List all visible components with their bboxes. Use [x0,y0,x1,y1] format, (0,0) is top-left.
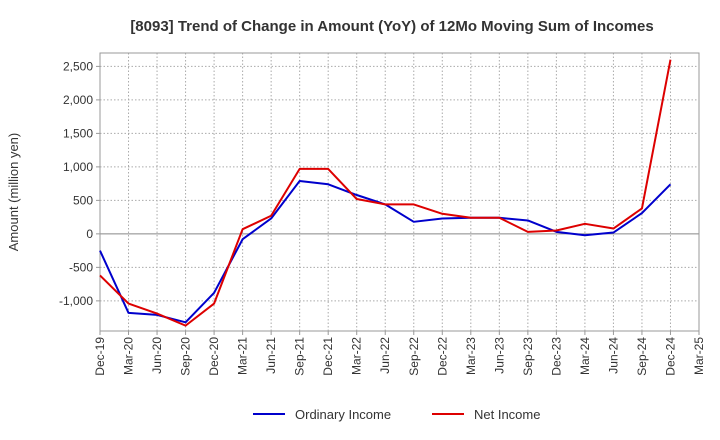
x-tick-label: Jun-22 [378,337,392,374]
chart-title: [8093] Trend of Change in Amount (YoY) o… [130,18,653,35]
x-tick-label: Dec-24 [663,337,677,376]
legend-label-net-income: Net Income [474,407,540,422]
x-tick-label: Jun-20 [150,337,164,374]
x-tick-label: Mar-23 [464,337,478,375]
y-tick-label: 1,000 [63,160,93,174]
y-tick-label: -1,000 [59,294,93,308]
x-tick-label: Mar-22 [350,337,364,375]
grid-layer [100,53,699,331]
x-tick-label: Dec-23 [549,337,563,376]
x-tick-label: Sep-23 [521,337,535,376]
y-tick-label: -500 [69,260,93,274]
x-tick-label: Sep-21 [293,337,307,376]
x-tick-label: Sep-20 [179,337,193,376]
x-tick-label: Mar-21 [236,337,250,375]
x-tick-label: Jun-21 [264,337,278,374]
x-tick-label: Dec-20 [207,337,221,376]
x-tick-label: Sep-22 [407,337,421,376]
series-line-ordinary-income [99,179,672,324]
x-tick-label: Dec-21 [321,337,335,376]
x-axis-ticks: Dec-19 Mar-20 Jun-20 Sep-20 Dec-20 Mar-21 Jun-… [93,331,706,376]
x-tick-label: Jun-24 [606,337,620,374]
y-tick-label: 1,500 [63,126,93,140]
y-axis-ticks: -1,000 -500 0 500 1,000 1,500 2,000 2,500 [59,59,100,308]
x-tick-label: Dec-19 [93,337,107,376]
x-tick-label: Mar-20 [122,337,136,375]
y-tick-label: 0 [86,227,93,241]
legend: Ordinary Income Net Income [253,407,540,422]
y-tick-label: 2,500 [63,59,93,73]
y-axis-label: Amount (million yen) [6,133,21,252]
x-tick-label: Sep-24 [635,337,649,376]
x-tick-label: Jun-23 [492,337,506,374]
x-tick-label: Mar-25 [692,337,706,375]
x-tick-label: Dec-22 [435,337,449,376]
plot-frame [99,52,700,332]
x-tick-label: Mar-24 [578,337,592,375]
legend-label-ordinary-income: Ordinary Income [295,407,391,422]
series-layer [99,59,672,327]
y-tick-label: 2,000 [63,93,93,107]
y-tick-label: 500 [73,193,93,207]
